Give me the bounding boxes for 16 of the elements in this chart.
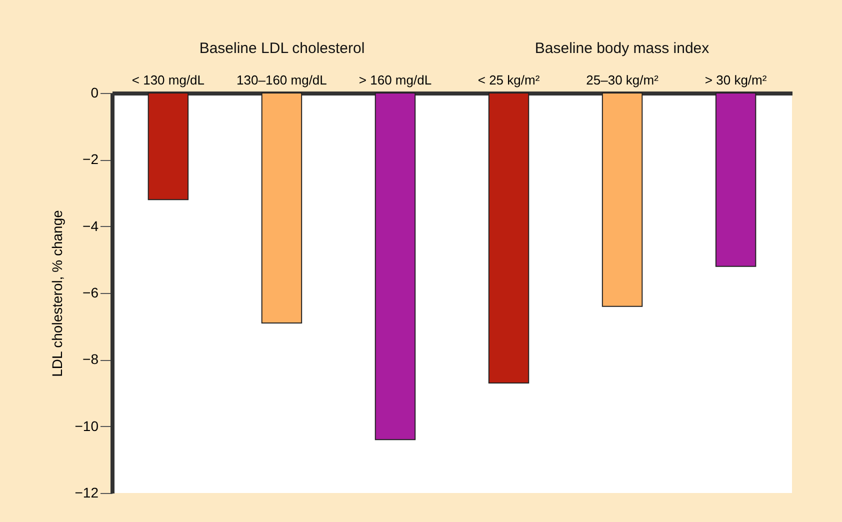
y-tick-label: −8 (82, 351, 99, 368)
y-tick-label: −4 (82, 218, 99, 234)
x-tick-label: < 25 kg/m² (478, 72, 540, 88)
x-tick-label: 130–160 mg/dL (236, 72, 327, 88)
y-tick-label: −10 (74, 418, 99, 434)
y-tick-label: −2 (82, 151, 99, 168)
x-tick-label: < 130 mg/dL (132, 72, 205, 88)
x-tick-label: 25–30 kg/m² (586, 72, 660, 88)
text: Baseline body mass index (534, 40, 710, 57)
y-axis-title: LDL cholesterol, % change (48, 210, 65, 377)
text: Baseline LDL cholesterol (199, 40, 365, 57)
y-tick-label: −12 (74, 484, 99, 500)
x-tick-label: > 160 mg/dL (358, 72, 432, 88)
y-tick-label: 0 (90, 84, 99, 100)
x-tick-label: > 30 kg/m² (704, 72, 768, 88)
y-tick-label: −6 (82, 284, 99, 300)
